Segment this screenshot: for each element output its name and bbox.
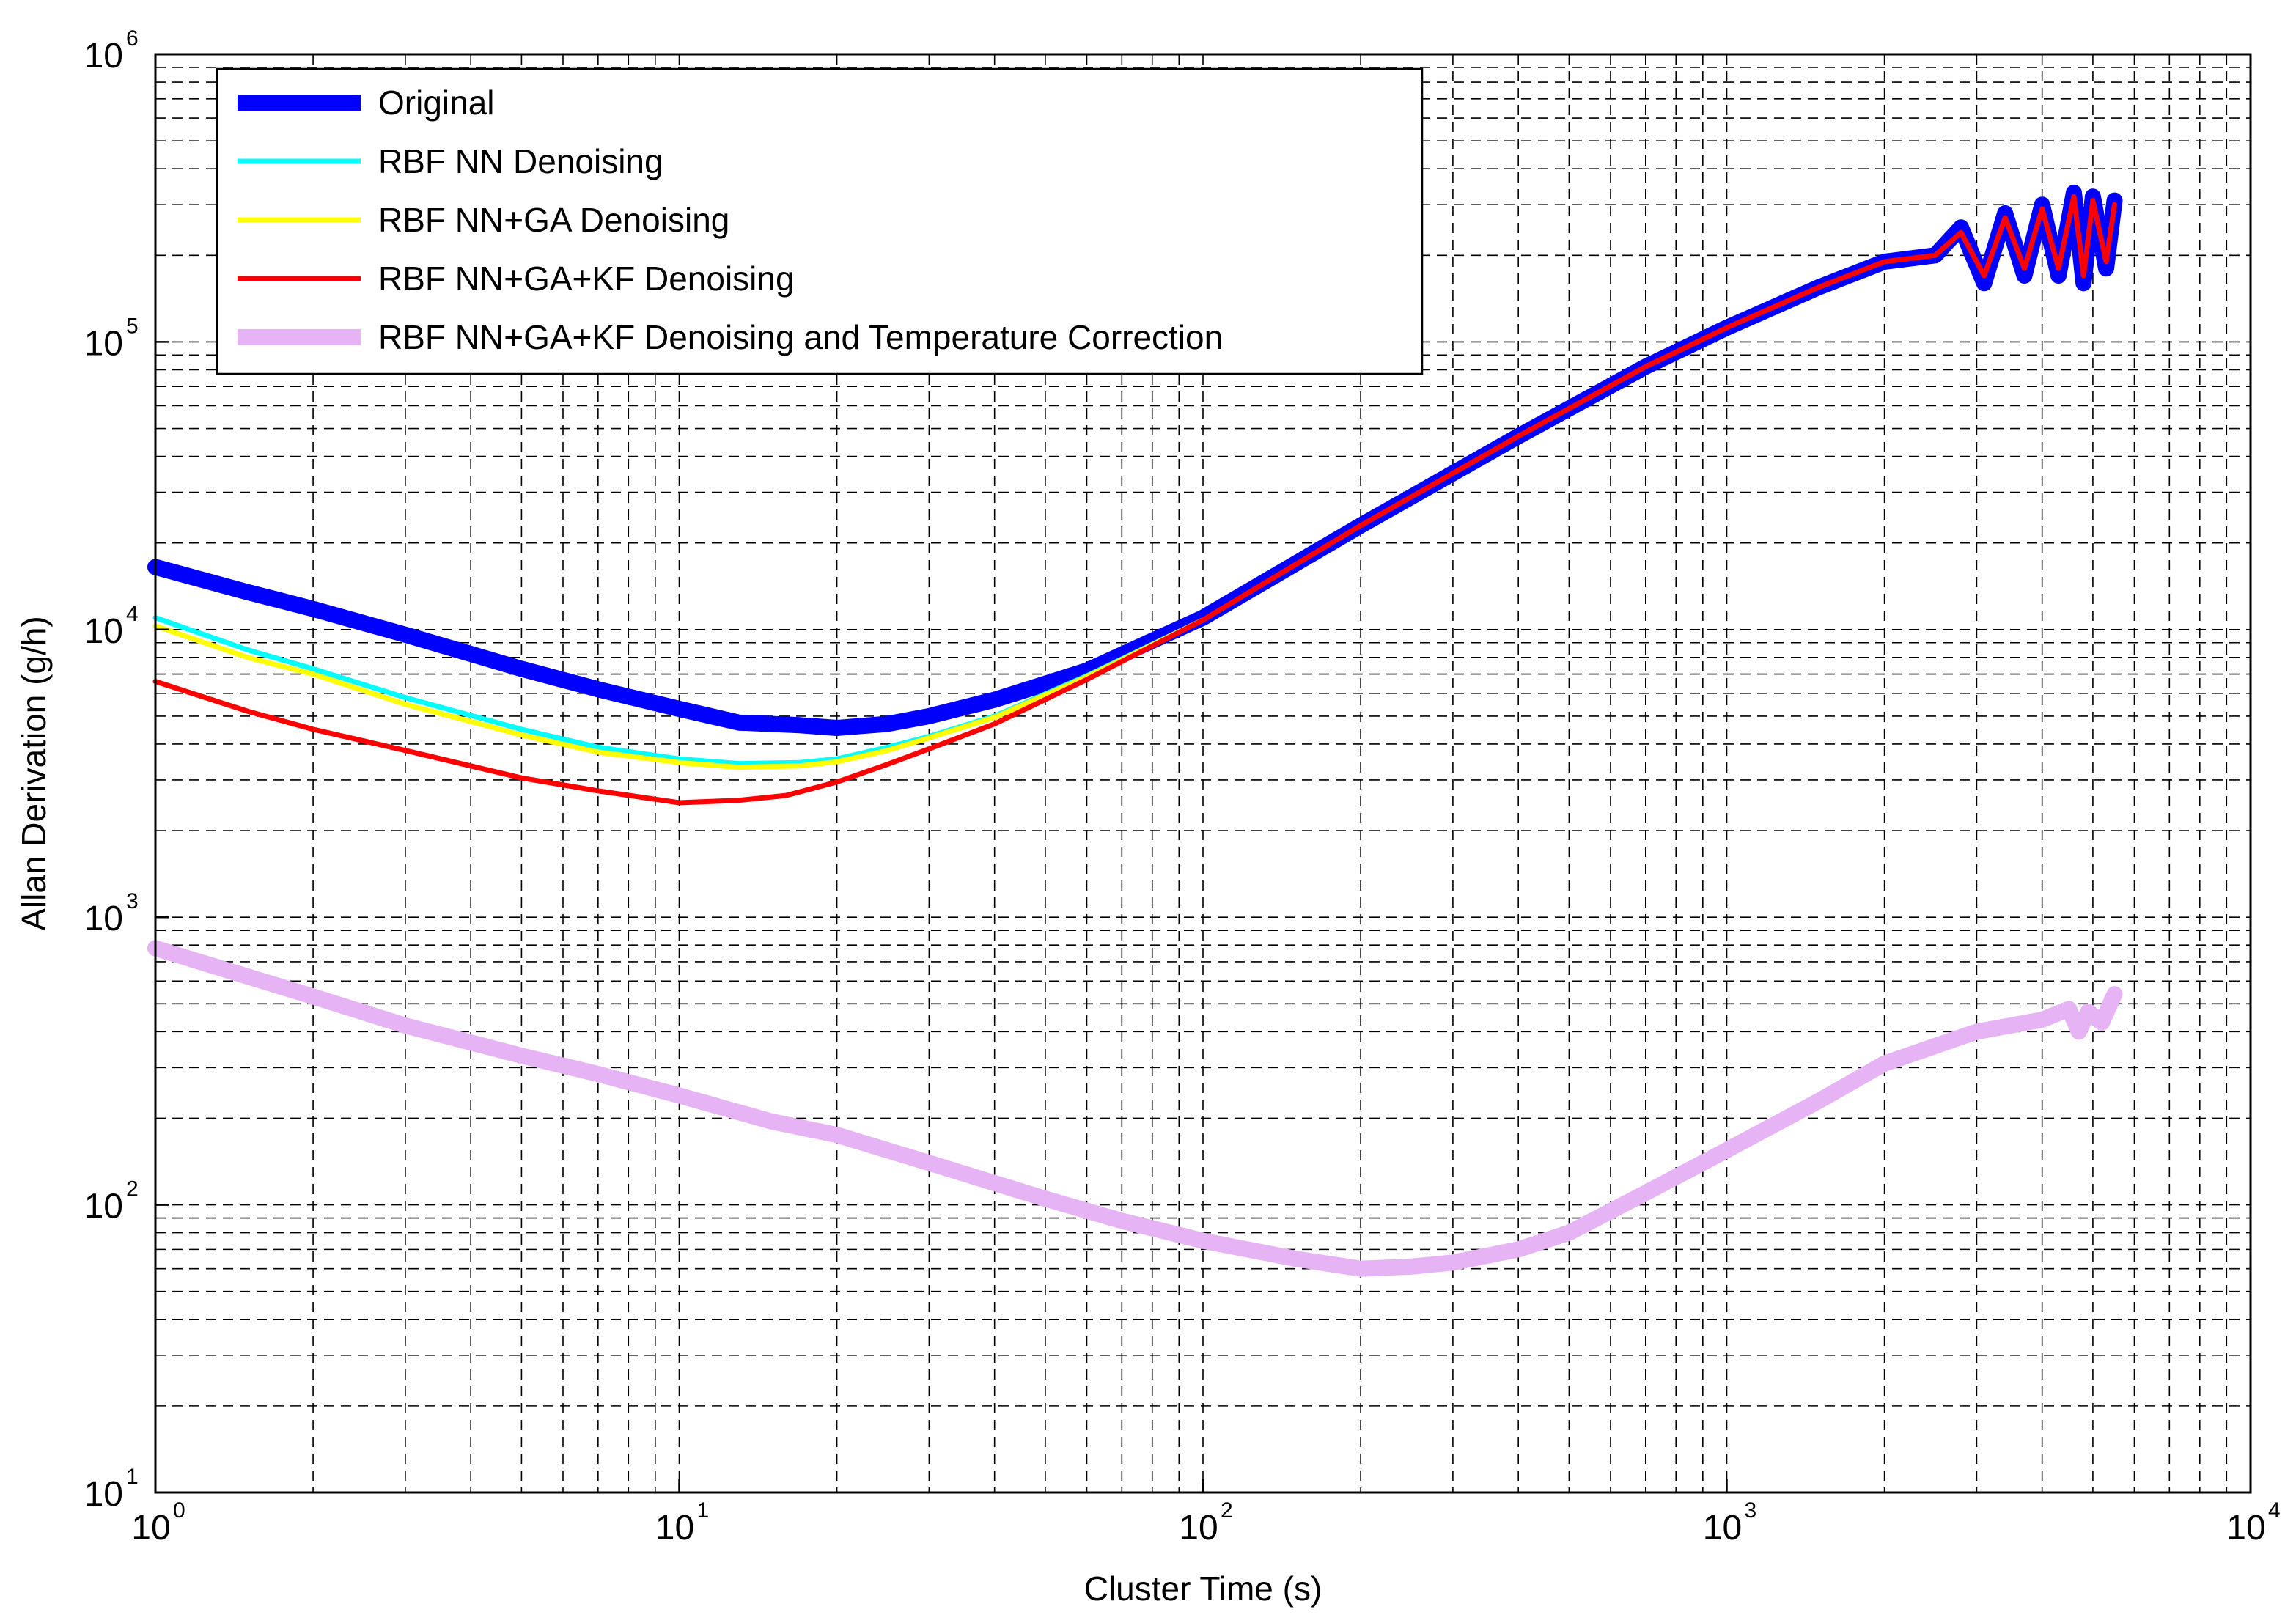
series-line-3	[152, 194, 2117, 806]
y-tick-label-2: 10	[84, 899, 123, 938]
legend-label-0: Original	[378, 84, 495, 122]
y-tick-exponent-5: 6	[126, 26, 139, 51]
y-tick-exponent-1: 2	[126, 1177, 139, 1201]
y-tick-exponent-2: 3	[126, 889, 139, 913]
legend-label-1: RBF NN Denoising	[378, 142, 663, 180]
y-tick-exponent-0: 1	[126, 1465, 139, 1489]
legend-label-2: RBF NN+GA Denoising	[378, 201, 729, 239]
series-line-4	[147, 940, 2123, 1277]
x-tick-label-0: 10	[131, 1509, 170, 1547]
x-tick-exponent-4: 4	[2268, 1498, 2281, 1523]
y-tick-label-3: 10	[84, 612, 123, 651]
y-tick-label-5: 10	[84, 37, 123, 76]
series-line-2	[152, 617, 1206, 770]
y-axis-label: Allan Derivation (g/h)	[15, 616, 53, 931]
y-tick-label-0: 10	[84, 1475, 123, 1514]
y-tick-label-4: 10	[84, 324, 123, 363]
x-tick-exponent-3: 3	[1745, 1498, 1757, 1523]
x-tick-exponent-1: 1	[697, 1498, 710, 1523]
x-axis-label: Cluster Time (s)	[1084, 1569, 1322, 1608]
y-tick-label-1: 10	[84, 1188, 123, 1226]
legend: Original RBF NN Denoising RBF NN+GA Denois…	[216, 67, 1424, 375]
legend-label-4: RBF NN+GA+KF Denoising and Temperature C…	[378, 318, 1223, 356]
x-tick-label-1: 10	[655, 1509, 694, 1547]
x-axis-ticks: 10 0 10 1 10 2 10 3 10 4	[131, 1479, 2281, 1547]
y-tick-exponent-3: 4	[126, 602, 139, 626]
x-tick-label-2: 10	[1179, 1509, 1218, 1547]
x-tick-label-3: 10	[1703, 1509, 1742, 1547]
x-tick-label-4: 10	[2226, 1509, 2265, 1547]
y-tick-exponent-4: 5	[126, 314, 139, 338]
x-tick-exponent-2: 2	[1221, 1498, 1233, 1523]
x-tick-exponent-0: 0	[173, 1498, 185, 1523]
legend-box	[216, 67, 1424, 375]
legend-label-3: RBF NN+GA+KF Denoising	[378, 260, 795, 298]
series-lines	[147, 184, 2123, 1277]
